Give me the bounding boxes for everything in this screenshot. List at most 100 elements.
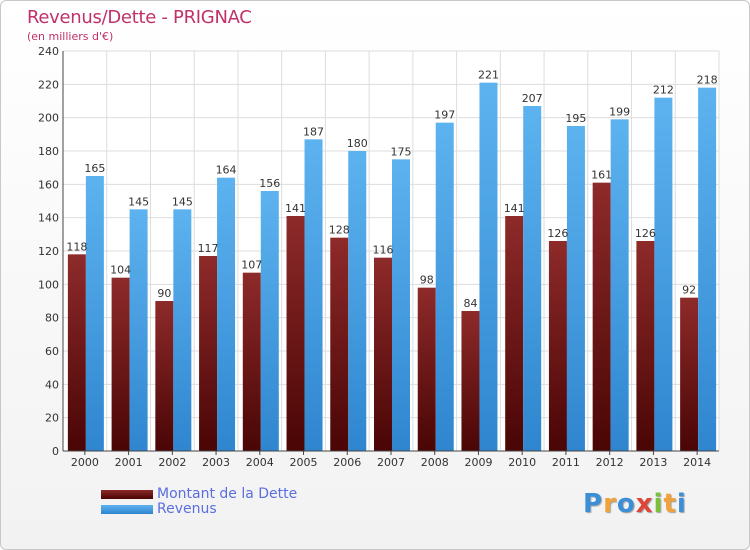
y-tick-label: 140 [38, 212, 59, 225]
data-label: 92 [682, 284, 696, 297]
y-tick-label: 20 [45, 412, 59, 425]
y-tick-label: 240 [38, 45, 59, 58]
bar-dette [242, 272, 261, 451]
x-tick-label: 2014 [683, 456, 711, 469]
bar-dette [67, 254, 86, 451]
y-tick-label: 200 [38, 112, 59, 125]
bar-revenus [698, 87, 717, 452]
data-label: 156 [259, 177, 280, 190]
bar-revenus [85, 176, 104, 451]
bar-dette [461, 311, 480, 451]
x-tick-label: 2007 [377, 456, 405, 469]
data-label: 161 [591, 169, 612, 182]
data-label: 145 [128, 195, 149, 208]
y-tick-label: 0 [52, 445, 59, 458]
bar-dette [548, 241, 567, 451]
logo-letter: o [616, 489, 636, 519]
bar-revenus [654, 97, 673, 452]
chart-subtitle: (en milliers d'€) [27, 30, 114, 43]
data-label: 164 [216, 164, 237, 177]
data-label: 90 [157, 287, 171, 300]
data-label: 118 [66, 240, 87, 253]
data-label: 126 [635, 227, 656, 240]
logo-letter: i [653, 489, 664, 519]
x-tick-label: 2001 [115, 456, 143, 469]
bar-dette [592, 182, 611, 451]
bar-dette [417, 287, 436, 451]
bar-revenus [129, 209, 148, 451]
logo-letter: i [676, 489, 687, 519]
x-tick-label: 2009 [464, 456, 492, 469]
bar-revenus [260, 191, 279, 451]
y-tick-label: 100 [38, 278, 59, 291]
bar-dette [286, 216, 305, 451]
data-label: 212 [653, 84, 674, 97]
data-label: 117 [198, 242, 219, 255]
y-tick-label: 120 [38, 245, 59, 258]
data-label: 141 [285, 202, 306, 215]
bar-dette [199, 256, 218, 451]
y-tick-label: 220 [38, 78, 59, 91]
data-label: 197 [434, 109, 455, 122]
data-label: 128 [329, 224, 350, 237]
legend-label-revenus: Revenus [157, 501, 217, 517]
bar-revenus [479, 82, 498, 452]
x-tick-label: 2005 [290, 456, 318, 469]
bar-dette [374, 257, 392, 451]
proxiti-logo: Proxiti [583, 489, 687, 519]
x-tick-label: 2000 [71, 456, 99, 469]
bar-dette [111, 277, 130, 451]
data-label: 141 [504, 202, 525, 215]
x-tick-label: 2008 [421, 456, 449, 469]
bar-revenus [304, 139, 323, 452]
bar-dette [636, 241, 655, 451]
data-label: 175 [391, 145, 412, 158]
x-tick-label: 2002 [158, 456, 186, 469]
chart-title: Revenus/Dette - PRIGNAC [27, 7, 252, 28]
x-tick-label: 2012 [596, 456, 624, 469]
data-label: 126 [547, 227, 568, 240]
bar-revenus [610, 119, 629, 451]
logo-letter: t [663, 489, 677, 519]
bar-dette [155, 301, 174, 451]
y-tick-label: 80 [45, 312, 59, 325]
data-label: 195 [565, 112, 586, 125]
data-label: 180 [347, 137, 368, 150]
bar-dette [330, 237, 349, 451]
x-tick-label: 2010 [508, 456, 536, 469]
data-label: 104 [110, 264, 131, 277]
y-tick-label: 160 [38, 178, 59, 191]
data-label: 199 [609, 105, 630, 118]
bar-revenus [217, 177, 236, 451]
legend-label-debt: Montant de la Dette [157, 486, 298, 502]
data-label: 187 [303, 125, 324, 138]
bar-revenus [348, 151, 367, 451]
data-label: 207 [522, 92, 543, 105]
legend-swatch-revenus [101, 505, 153, 514]
bar-revenus [392, 159, 410, 452]
bar-dette [505, 216, 524, 451]
x-tick-label: 2006 [333, 456, 361, 469]
data-label: 221 [478, 69, 499, 82]
x-tick-label: 2003 [202, 456, 230, 469]
x-tick-label: 2004 [246, 456, 274, 469]
data-label: 84 [463, 297, 477, 310]
logo-letter: P [583, 489, 604, 519]
logo-letter: x [635, 489, 654, 519]
bar-chart: 118 165 104 145 90 145 117 164 107 156 141 187 128 18… [38, 45, 720, 469]
bar-revenus [523, 106, 542, 451]
data-label: 145 [172, 195, 193, 208]
y-tick-label: 60 [45, 345, 59, 358]
legend-swatch-debt [101, 490, 153, 499]
y-tick-label: 40 [45, 378, 59, 391]
data-label: 165 [84, 162, 105, 175]
data-label: 98 [420, 274, 434, 287]
y-tick-label: 180 [38, 145, 59, 158]
data-label: 218 [697, 74, 718, 87]
bar-revenus [566, 126, 585, 451]
x-tick-label: 2013 [639, 456, 667, 469]
data-label: 116 [373, 244, 394, 257]
x-tick-label: 2011 [552, 456, 580, 469]
data-label: 107 [241, 259, 262, 272]
